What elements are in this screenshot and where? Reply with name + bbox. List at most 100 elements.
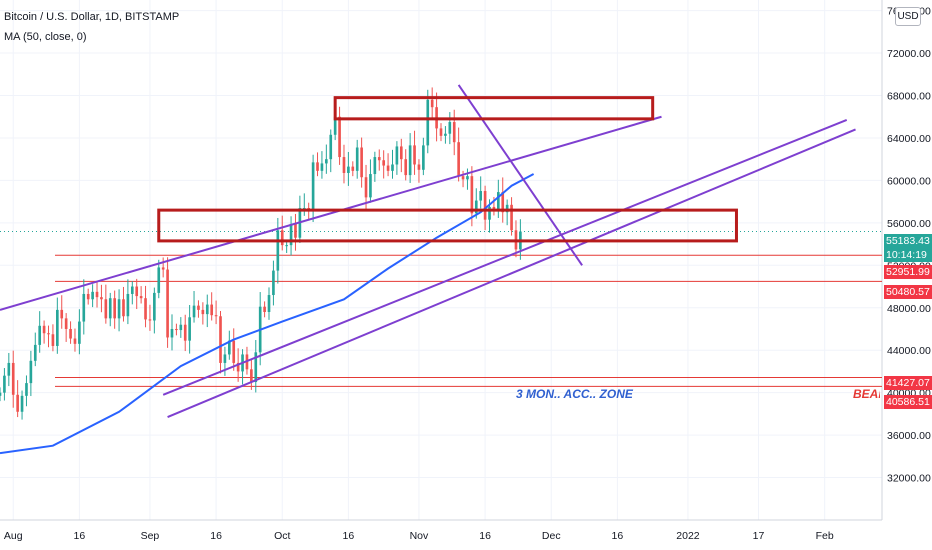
candle-body: [33, 344, 37, 361]
candle-body: [320, 163, 324, 171]
descending-trendline: [457, 84, 583, 266]
candle-body: [276, 230, 280, 271]
candle-body: [470, 176, 474, 214]
price-tick-label: 48000.00: [887, 303, 931, 315]
candle-body: [391, 164, 394, 171]
level-tag: 52951.99: [884, 265, 932, 279]
candle-body: [347, 166, 350, 173]
candle-body: [404, 159, 408, 176]
candle-body: [444, 133, 447, 136]
lower-channel-line: [162, 118, 848, 396]
time-tick-label: 16: [612, 530, 624, 542]
price-tick-label: 32000.00: [887, 473, 931, 485]
candle-body: [505, 204, 509, 213]
price-tick-label: 64000.00: [887, 133, 931, 145]
candle-body: [64, 318, 68, 329]
candle-body: [369, 174, 372, 198]
candle-body: [382, 160, 385, 166]
candle-body: [285, 245, 288, 247]
candle-body: [452, 122, 456, 143]
candle-body: [25, 383, 28, 396]
candle-body: [448, 122, 452, 134]
candle-body: [364, 177, 368, 198]
candle-body: [130, 286, 134, 294]
candle-body: [214, 315, 218, 317]
candle-body: [51, 334, 55, 346]
time-tick-label: 16: [74, 530, 86, 542]
level-tag: 40586.51: [884, 395, 932, 409]
candle-body: [342, 157, 346, 173]
time-tick-label: 16: [479, 530, 491, 542]
candle-body: [510, 204, 513, 231]
candle-body: [457, 142, 460, 177]
candle-body: [267, 295, 271, 312]
candle-body: [161, 267, 165, 270]
candle-body: [113, 298, 116, 319]
upper-channel-line: [0, 115, 662, 311]
moving-average-line: [0, 173, 535, 455]
candle-body: [422, 145, 425, 170]
candle-body: [205, 304, 209, 315]
price-tick-label: 44000.00: [887, 345, 931, 357]
candle-body: [42, 325, 46, 334]
countdown-timer: 10:14:19: [886, 249, 927, 261]
candle-body: [355, 147, 359, 171]
candle-body: [38, 325, 42, 345]
time-tick-label: Aug: [4, 530, 23, 542]
price-tick-label: 68000.00: [887, 91, 931, 103]
candle-body: [399, 146, 403, 160]
candle-body: [474, 200, 478, 214]
candle-body: [170, 328, 174, 338]
candle-body: [294, 223, 297, 238]
candle-body: [126, 293, 130, 317]
candle-body: [3, 375, 6, 393]
time-tick-label: Dec: [542, 530, 561, 542]
candle-body: [197, 305, 200, 310]
price-tick-label: 60000.00: [887, 175, 931, 187]
currency-button[interactable]: USD: [895, 7, 921, 26]
candle-body: [175, 328, 178, 331]
candle-body: [338, 116, 341, 158]
time-tick-label: Nov: [410, 530, 429, 542]
price-tick-label: 72000.00: [887, 48, 931, 60]
candle-body: [501, 192, 505, 213]
candle-body: [11, 362, 15, 395]
candle-body: [351, 166, 355, 171]
candle-body: [302, 208, 306, 209]
candle-body: [263, 306, 266, 312]
resistance-rectangle: [333, 96, 655, 121]
current-price-tag: 55183.43 10:14:19: [884, 234, 932, 262]
candle-body: [417, 164, 421, 170]
candle-body: [179, 324, 183, 331]
candle-body: [73, 338, 77, 344]
candle-body: [117, 299, 121, 319]
time-tick-label: Sep: [141, 530, 160, 542]
lower-channel-line-2: [167, 128, 856, 418]
candle-body: [78, 321, 81, 344]
indicator-legend[interactable]: MA (50, close, 0): [4, 31, 87, 43]
candle-body: [69, 328, 72, 339]
candle-body: [492, 206, 496, 211]
candle-body: [439, 128, 443, 136]
time-tick-label: 16: [210, 530, 222, 542]
candle-body: [426, 99, 430, 146]
candle-body: [148, 319, 152, 321]
candle-body: [488, 206, 491, 220]
chart-title: Bitcoin / U.S. Dollar, 1D, BITSTAMP: [4, 11, 180, 23]
candle-body: [461, 176, 465, 180]
level-tag: 41427.07: [884, 376, 932, 390]
candle-body: [192, 305, 196, 318]
candle-body: [219, 316, 222, 363]
candle-body: [395, 146, 399, 165]
candle-body: [377, 157, 381, 161]
candle-body: [430, 99, 434, 108]
candle-body: [95, 291, 99, 298]
candle-body: [254, 352, 258, 383]
candle-body: [289, 223, 293, 246]
support-rectangle: [157, 208, 738, 243]
candle-body: [232, 340, 236, 363]
candle-body: [135, 286, 139, 297]
candle-body: [201, 309, 205, 315]
